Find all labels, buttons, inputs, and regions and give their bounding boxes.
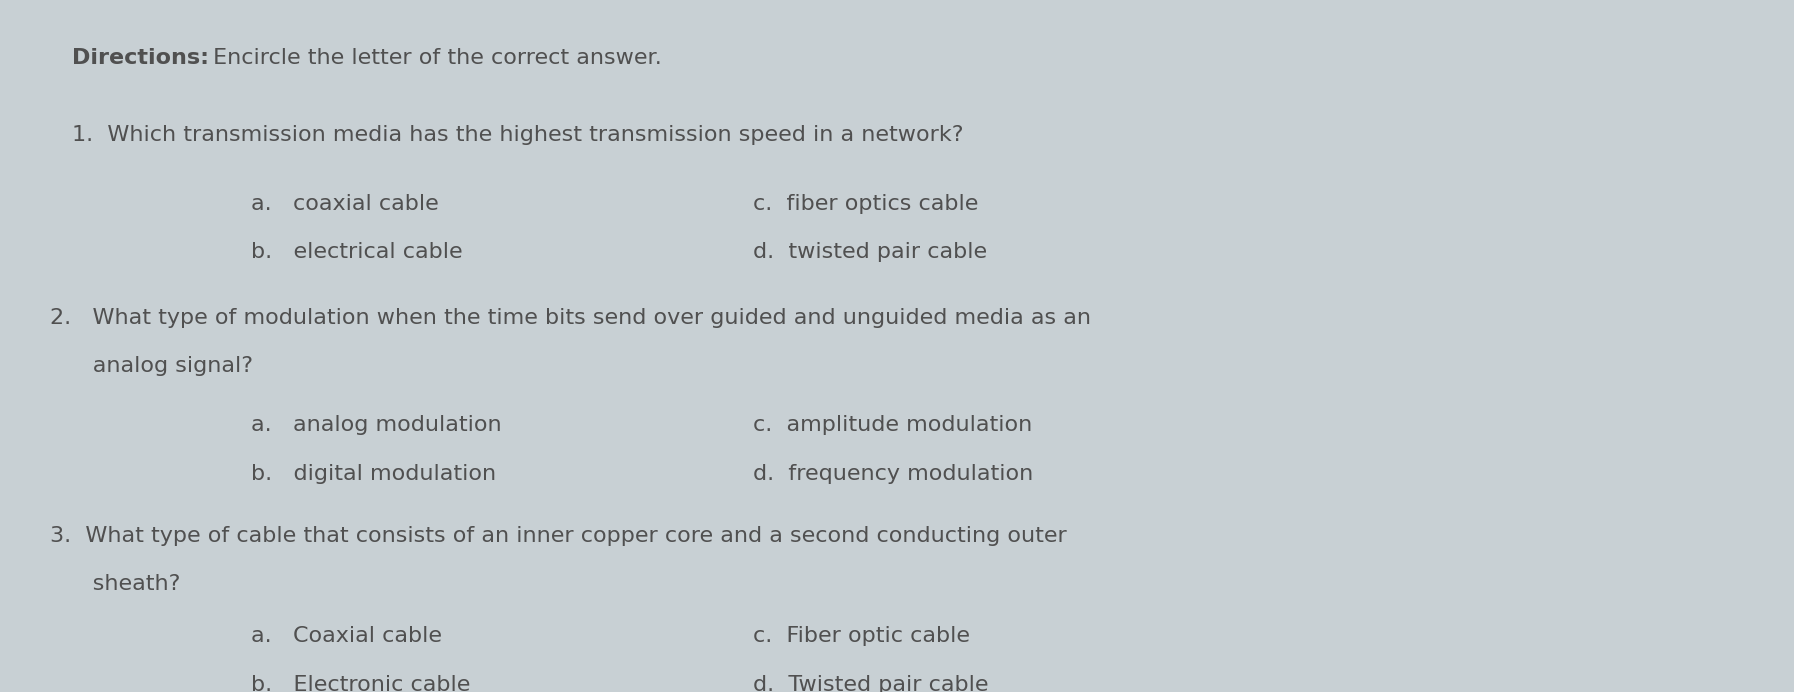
Text: b.   electrical cable: b. electrical cable (251, 242, 463, 262)
Text: 2.   What type of modulation when the time bits send over guided and unguided me: 2. What type of modulation when the time… (50, 308, 1091, 328)
Text: Encircle the letter of the correct answer.: Encircle the letter of the correct answe… (206, 48, 662, 69)
Text: b.   Electronic cable: b. Electronic cable (251, 675, 470, 692)
Text: c.  fiber optics cable: c. fiber optics cable (753, 194, 980, 214)
Text: d.  Twisted pair cable: d. Twisted pair cable (753, 675, 988, 692)
Text: d.  twisted pair cable: d. twisted pair cable (753, 242, 988, 262)
Text: Directions:: Directions: (72, 48, 208, 69)
Text: 3.  What type of cable that consists of an inner copper core and a second conduc: 3. What type of cable that consists of a… (50, 526, 1067, 546)
Text: d.  frequency modulation: d. frequency modulation (753, 464, 1033, 484)
Text: c.  Fiber optic cable: c. Fiber optic cable (753, 626, 971, 646)
Text: c.  amplitude modulation: c. amplitude modulation (753, 415, 1033, 435)
Text: b.   digital modulation: b. digital modulation (251, 464, 497, 484)
Text: sheath?: sheath? (50, 574, 181, 594)
Text: 1.  Which transmission media has the highest transmission speed in a network?: 1. Which transmission media has the high… (72, 125, 963, 145)
Text: a.   Coaxial cable: a. Coaxial cable (251, 626, 441, 646)
Text: analog signal?: analog signal? (50, 356, 253, 376)
Text: a.   coaxial cable: a. coaxial cable (251, 194, 440, 214)
Text: a.   analog modulation: a. analog modulation (251, 415, 502, 435)
